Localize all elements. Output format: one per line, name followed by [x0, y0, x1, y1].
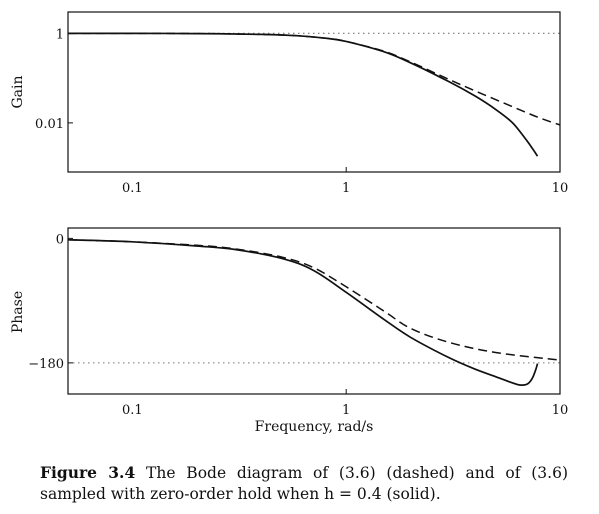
gain-plot: 0.1 1 10 10.01 Gain	[10, 11, 568, 196]
bode-diagram: 0.1 1 10 10.01 Gain 0.1 1 10 0−180 Phase Fre…	[10, 11, 568, 435]
phase-plot: 0.1 1 10 0 −180 Phase Frequency, rad/s	[10, 227, 568, 435]
gain-dashed-curve	[67, 32, 561, 126]
gain-y-ticks: 10.01	[35, 27, 73, 132]
gain-x-tick-label: 10	[552, 181, 569, 196]
gain-plot-frame	[67, 11, 561, 173]
phase-curves	[67, 238, 561, 387]
gain-curves	[67, 32, 561, 157]
gain-y-tick-label: 0.01	[35, 117, 64, 132]
gain-x-tick-label: 1	[342, 181, 350, 196]
figure-caption-text: The Bode diagram of (3.6) (dashed) and o…	[40, 464, 569, 503]
gain-x-ticks: 0.1 1 10	[122, 167, 568, 196]
phase-dashed-curve	[67, 239, 561, 361]
phase-plot-frame	[67, 227, 561, 395]
phase-solid-curve	[67, 238, 539, 387]
phase-x-ticks: 0.1 1 10	[122, 389, 568, 418]
gain-x-tick-label: 0.1	[122, 181, 143, 196]
phase-y-tick-label: 0	[56, 232, 64, 247]
frequency-x-axis-title: Frequency, rad/s	[255, 419, 374, 435]
phase-y-ticks: 0 −180	[28, 232, 73, 372]
figure-caption: Figure 3.4 The Bode diagram of (3.6) (da…	[40, 462, 568, 505]
gain-solid-curve	[67, 32, 539, 157]
gain-y-axis-title: Gain	[10, 75, 26, 108]
phase-x-tick-label: 10	[552, 403, 569, 418]
gain-y-tick-label: 1	[56, 27, 64, 42]
phase-y-axis-title: Phase	[10, 291, 26, 333]
figure-caption-label: Figure 3.4	[40, 463, 136, 482]
phase-y-tick-label: −180	[28, 357, 64, 372]
phase-x-tick-label: 0.1	[122, 403, 143, 418]
phase-x-tick-label: 1	[342, 403, 350, 418]
